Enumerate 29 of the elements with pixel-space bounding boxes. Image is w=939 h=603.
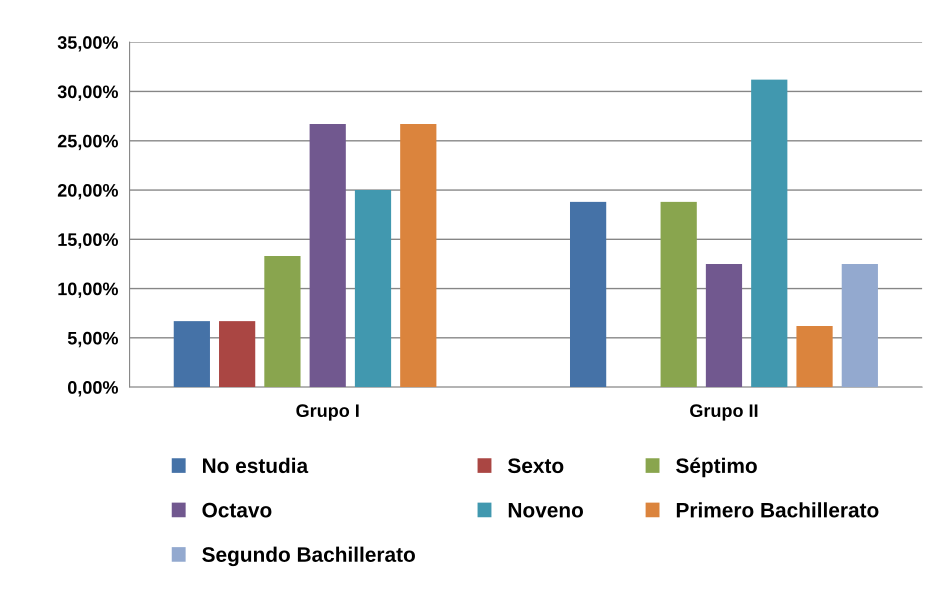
bar bbox=[751, 80, 788, 388]
y-tick-label: 30,00% bbox=[58, 85, 118, 101]
bar bbox=[570, 202, 606, 388]
legend-label: Segundo Bachillerato bbox=[202, 546, 415, 566]
legend-label: No estudia bbox=[203, 458, 308, 474]
legend-label: Sexto bbox=[508, 458, 564, 474]
y-tick-label: 15,00% bbox=[58, 233, 118, 249]
y-tick-label: 20,00% bbox=[58, 184, 118, 200]
y-tick-label: 25,00% bbox=[58, 134, 118, 150]
bar bbox=[660, 202, 697, 388]
bar bbox=[842, 264, 878, 388]
bar bbox=[310, 124, 346, 388]
bar bbox=[400, 124, 436, 388]
bar bbox=[796, 326, 833, 388]
bar bbox=[706, 264, 742, 388]
x-tick-label: Grupo I bbox=[296, 404, 359, 421]
y-tick-label: 5,00% bbox=[68, 332, 118, 348]
legend-label: Primero Bachillerato bbox=[676, 502, 878, 518]
y-tick-label: 0,00% bbox=[68, 381, 118, 396]
legend-label: Noveno bbox=[508, 502, 583, 518]
bar bbox=[264, 256, 301, 388]
x-tick-label: Grupo II bbox=[690, 404, 758, 421]
y-tick-label: 35,00% bbox=[58, 36, 118, 52]
bar bbox=[219, 321, 256, 388]
bar bbox=[354, 190, 392, 388]
bar bbox=[174, 321, 210, 388]
y-tick-label: 10,00% bbox=[58, 282, 118, 298]
legend-label: Séptimo bbox=[676, 458, 757, 478]
legend-label: Octavo bbox=[202, 502, 272, 518]
